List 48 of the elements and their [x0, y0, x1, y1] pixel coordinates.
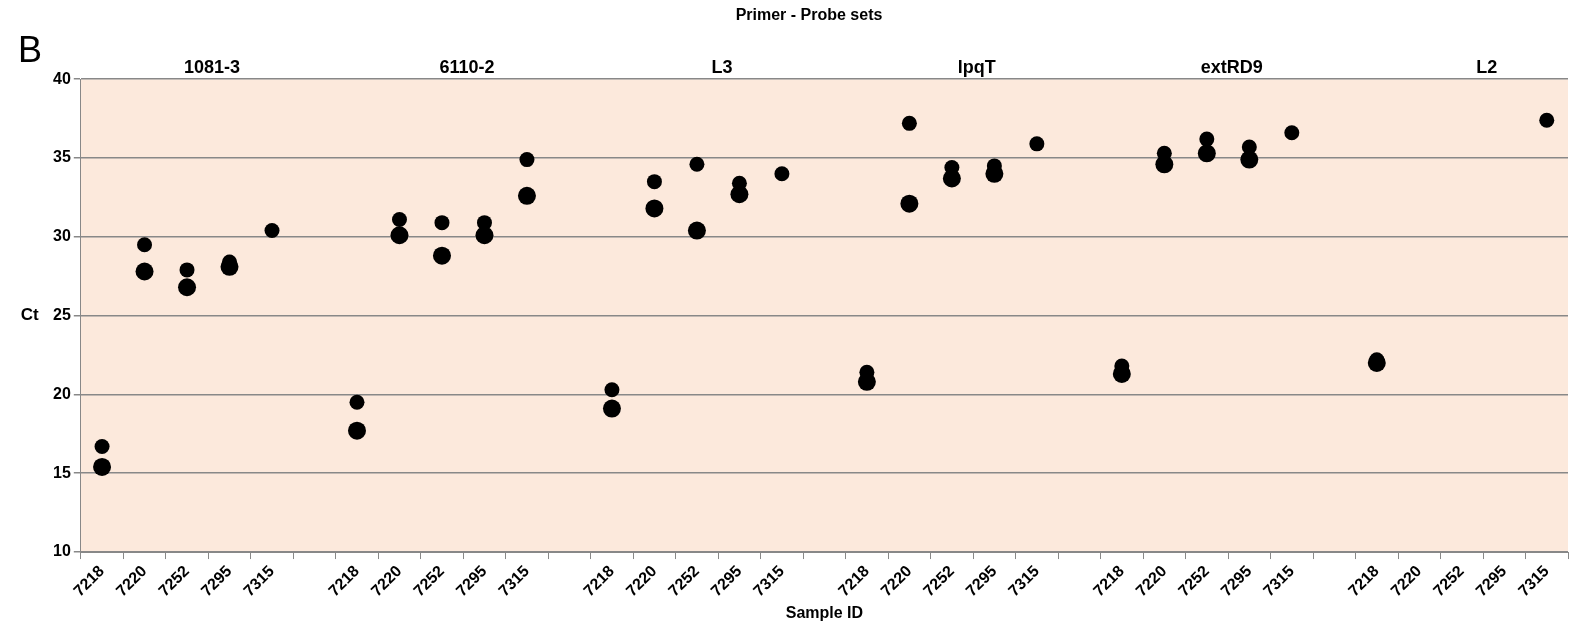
point — [1199, 131, 1215, 147]
point — [94, 438, 110, 454]
point — [1284, 125, 1300, 141]
point — [347, 421, 366, 440]
point — [476, 215, 492, 231]
point — [774, 166, 790, 182]
text: L2 — [1476, 57, 1498, 78]
point — [687, 221, 706, 240]
y-tick-label: 10 — [53, 542, 71, 560]
y-tick-label: 25 — [53, 306, 71, 324]
point — [390, 226, 409, 245]
point — [689, 156, 705, 172]
point — [137, 237, 153, 253]
text: 1081-3 — [183, 57, 241, 78]
text: extRD9 — [1200, 57, 1263, 78]
text: 6110-2 — [439, 57, 495, 78]
point — [517, 186, 536, 205]
point — [604, 382, 620, 398]
y-tick-label: 35 — [53, 148, 71, 166]
y-tick-label: 20 — [53, 384, 71, 402]
point — [178, 278, 197, 297]
point — [1029, 136, 1045, 152]
point — [646, 174, 662, 190]
text: B — [18, 29, 43, 70]
point — [900, 194, 919, 213]
point — [349, 394, 365, 410]
point — [135, 262, 154, 281]
point — [519, 152, 535, 168]
y-tick-label: 15 — [53, 463, 71, 481]
point — [264, 223, 280, 239]
point — [1197, 144, 1216, 163]
y-axis-title: Ct — [20, 305, 40, 325]
y-tick-label: 40 — [53, 69, 71, 87]
point — [432, 246, 451, 265]
point — [645, 199, 664, 218]
point — [179, 262, 195, 278]
text: L3 — [711, 57, 733, 78]
chart-title: Primer - Probe sets — [735, 6, 883, 24]
text: lpqT — [957, 57, 996, 78]
point — [1539, 112, 1555, 128]
point — [391, 211, 407, 227]
x-axis-title: Sample ID — [785, 603, 864, 621]
point — [434, 215, 450, 231]
y-tick-label: 30 — [53, 227, 71, 245]
point — [602, 399, 621, 418]
point — [1241, 139, 1257, 155]
point — [901, 115, 917, 131]
point — [93, 457, 112, 476]
